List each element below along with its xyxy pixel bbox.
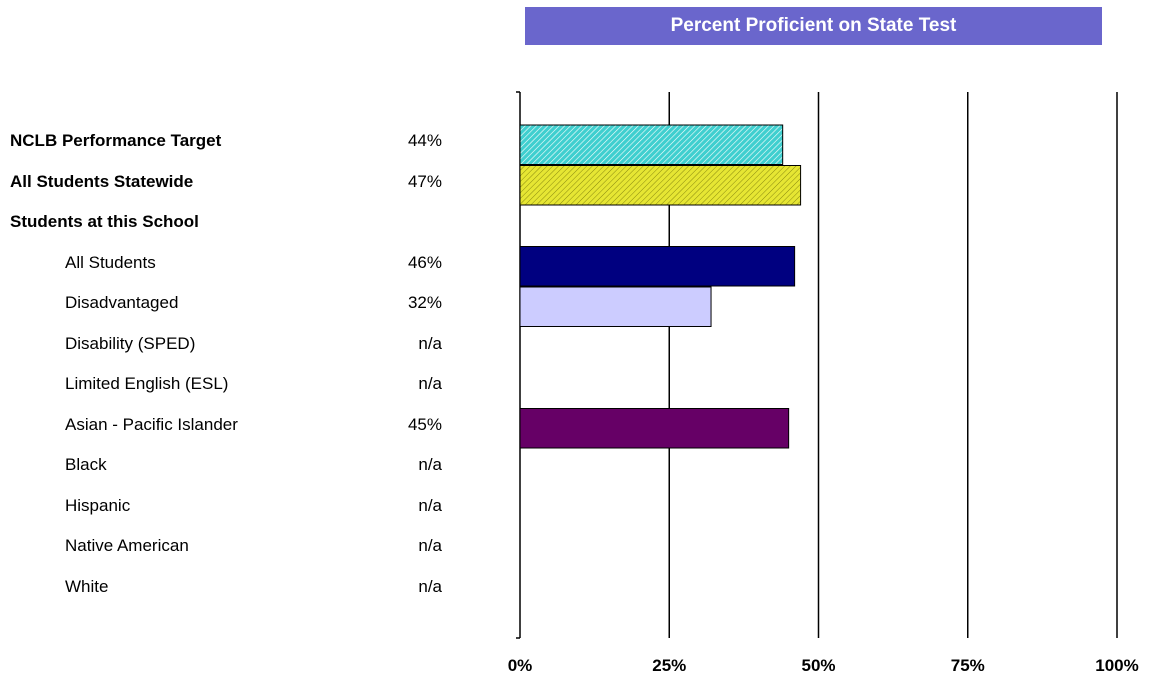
x-tick-label: 50% [801, 656, 835, 675]
x-tick-label: 75% [951, 656, 985, 675]
x-tick-label: 100% [1095, 656, 1138, 675]
row-value: n/a [418, 333, 442, 353]
row-value: n/a [418, 374, 442, 393]
row-label: Limited English (ESL) [65, 374, 229, 393]
chart-x-axis: 0% 25% 50% 75% 100% [508, 656, 1139, 675]
bar [519, 408, 790, 449]
row-label: All Students [65, 252, 156, 272]
row-label: NCLB Performance Target [10, 131, 222, 150]
row-value: n/a [418, 576, 442, 596]
chart-grid [516, 91, 1118, 639]
row-value: n/a [418, 536, 442, 555]
row-value: 32% [407, 293, 442, 312]
row-value: 46% [407, 252, 442, 272]
row-value: 45% [407, 414, 442, 434]
x-tick-label: 25% [652, 656, 686, 675]
row-label: Hispanic [65, 495, 131, 515]
row-value: n/a [418, 495, 442, 515]
bar [519, 286, 712, 327]
x-tick-label: 0% [508, 656, 533, 675]
row-value: n/a [418, 455, 442, 474]
bar [519, 124, 784, 165]
row-label: All Students Statewide [10, 171, 194, 191]
row-label: Asian - Pacific Islander [65, 414, 238, 434]
row-label: Native American [65, 536, 189, 555]
chart-title: Percent Proficient on State Test [525, 7, 1102, 45]
row-value: 47% [407, 171, 442, 191]
row-label: Disability (SPED) [65, 333, 196, 353]
row-label: Students at this School [10, 212, 199, 231]
bar [519, 165, 802, 206]
chart-bars [519, 124, 802, 449]
row-label: White [65, 576, 109, 596]
row-label: Disadvantaged [65, 293, 179, 312]
row-value: 44% [407, 131, 442, 150]
bar [519, 246, 796, 287]
row-label: Black [65, 455, 107, 474]
